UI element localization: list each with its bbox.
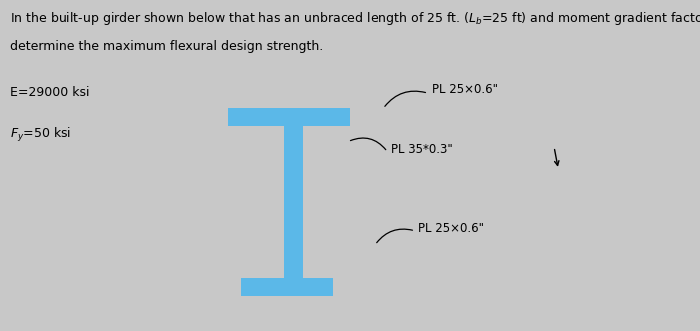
Text: PL 25×0.6": PL 25×0.6" [419, 222, 484, 235]
Text: $\mathit{F_y}$=50 ksi: $\mathit{F_y}$=50 ksi [10, 126, 71, 144]
Text: PL 35*0.3": PL 35*0.3" [391, 143, 453, 156]
Text: In the built-up girder shown below that has an unbraced length of 25 ft. ($\math: In the built-up girder shown below that … [10, 10, 700, 27]
Text: PL 25×0.6": PL 25×0.6" [432, 83, 498, 96]
Text: E=29000 ksi: E=29000 ksi [10, 86, 90, 99]
Text: determine the maximum flexural design strength.: determine the maximum flexural design st… [10, 40, 323, 53]
